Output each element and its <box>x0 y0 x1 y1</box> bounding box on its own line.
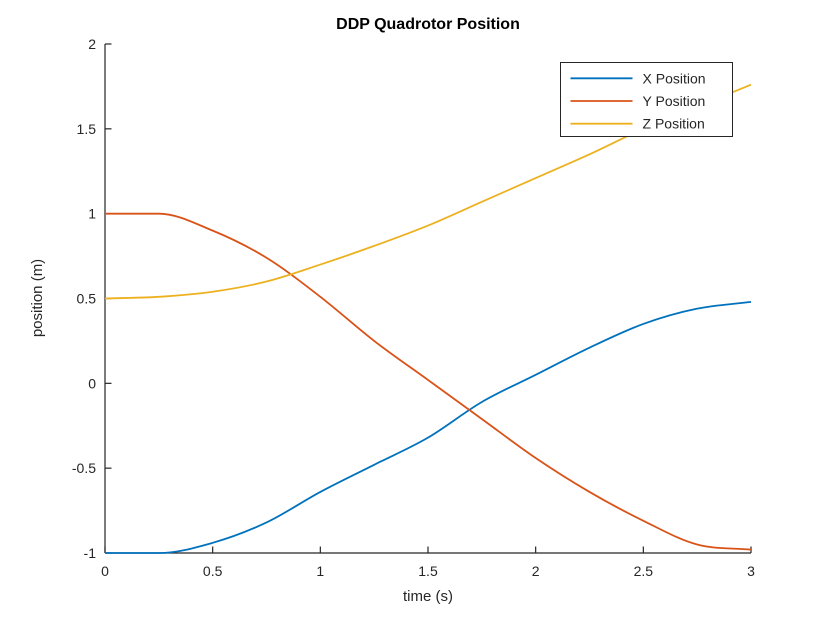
y-tick-label: 0 <box>88 375 96 391</box>
y-tick-label: 2 <box>88 36 96 52</box>
series-line-x-position <box>105 300 752 554</box>
y-tick-label: -1 <box>84 545 97 561</box>
series-line-y-position <box>105 212 752 551</box>
x-tick-label: 0.5 <box>203 563 223 579</box>
y-axis-label: position (m) <box>29 259 46 337</box>
y-tick-label: 1.5 <box>77 121 97 137</box>
legend-label: Z Position <box>643 116 705 132</box>
x-tick-label: 0 <box>101 563 109 579</box>
x-tick-label: 2 <box>532 563 540 579</box>
y-tick-label: 1 <box>88 206 96 222</box>
legend-label: Y Position <box>643 93 706 109</box>
x-tick-label: 2.5 <box>634 563 654 579</box>
legend: X Position Y Position Z Position <box>560 62 733 137</box>
x-tick-label: 3 <box>747 563 755 579</box>
x-axis-label: time (s) <box>403 588 453 605</box>
x-tick-label: 1 <box>316 563 324 579</box>
legend-label: X Position <box>643 70 706 86</box>
x-tick-label: 1.5 <box>418 563 438 579</box>
y-tick-label: 0.5 <box>77 291 97 307</box>
series-lines <box>104 83 752 554</box>
chart-title: DDP Quadrotor Position <box>336 16 520 33</box>
y-tick-label: -0.5 <box>72 460 96 476</box>
